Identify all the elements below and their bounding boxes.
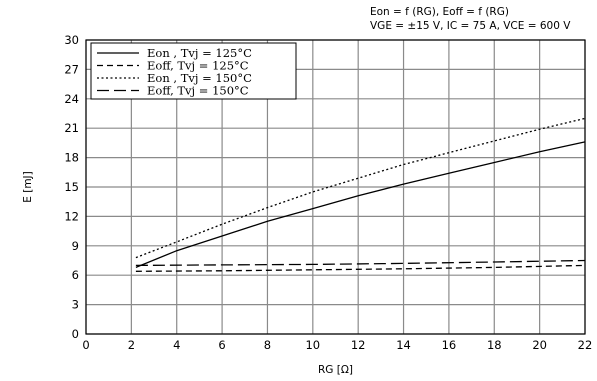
y-tick-label: 3 bbox=[72, 298, 79, 312]
legend-box bbox=[90, 42, 297, 100]
y-tick-label: 15 bbox=[64, 180, 79, 194]
y-tick-label: 30 bbox=[64, 33, 79, 47]
x-axis-label: RG [Ω] bbox=[318, 364, 353, 376]
y-tick-label: 6 bbox=[72, 268, 79, 282]
x-tick-label: 18 bbox=[487, 338, 502, 352]
condition-line-2: VGE = ±15 V, IC = 75 A, VCE = 600 V bbox=[370, 20, 571, 32]
series-line-3 bbox=[135, 117, 586, 259]
legend-entry: Eoff, Tvj = 125°C bbox=[147, 59, 249, 73]
series-line-1 bbox=[135, 141, 586, 269]
x-tick-label: 12 bbox=[351, 338, 366, 352]
legend-entry: Eon , Tvj = 125°C bbox=[147, 46, 252, 60]
series-lines bbox=[135, 117, 586, 272]
y-tick-label: 0 bbox=[72, 327, 79, 341]
y-tick-label: 18 bbox=[64, 151, 79, 165]
y-tick-label: 9 bbox=[72, 239, 79, 253]
y-tick-label: 27 bbox=[64, 62, 79, 76]
plot-frame bbox=[85, 39, 586, 335]
x-tick-label: 20 bbox=[532, 338, 547, 352]
y-tick-label: 21 bbox=[64, 121, 79, 135]
x-tick-label: 8 bbox=[264, 338, 271, 352]
y-axis-label: E [mJ] bbox=[22, 171, 34, 203]
y-tick-label: 24 bbox=[64, 92, 79, 106]
series-line-4 bbox=[135, 259, 586, 267]
x-tick-label: 4 bbox=[173, 338, 180, 352]
condition-line-1: Eon = f (RG), Eoff = f (RG) bbox=[370, 6, 509, 18]
legend-entry: Eoff, Tvj = 150°C bbox=[147, 84, 249, 98]
x-tick-label: 2 bbox=[128, 338, 135, 352]
x-tick-label: 10 bbox=[305, 338, 320, 352]
x-tick-label: 6 bbox=[218, 338, 225, 352]
legend-entry: Eon , Tvj = 150°C bbox=[147, 71, 252, 85]
x-tick-label: 16 bbox=[442, 338, 457, 352]
series-line-2 bbox=[135, 264, 586, 272]
y-tick-label: 12 bbox=[64, 209, 79, 223]
y-tick-labels: 0 3 6 9 12 15 18 21 24 27 30 bbox=[64, 33, 79, 341]
x-tick-label: 0 bbox=[82, 338, 89, 352]
x-tick-label: 22 bbox=[578, 338, 593, 352]
x-tick-label: 14 bbox=[396, 338, 411, 352]
x-tick-labels: 0 2 4 6 8 10 12 14 16 18 20 22 bbox=[82, 338, 592, 352]
